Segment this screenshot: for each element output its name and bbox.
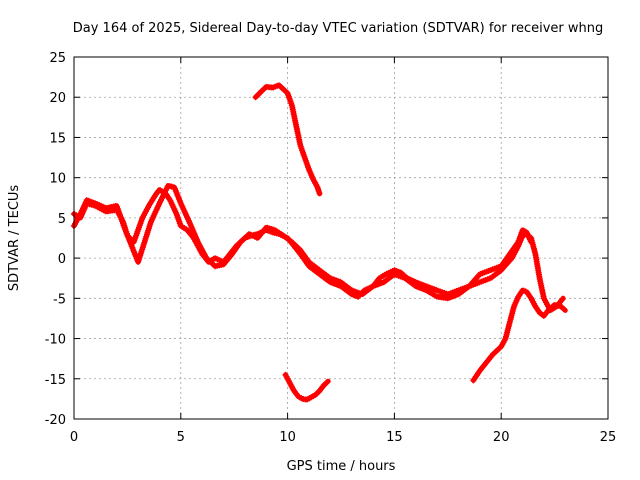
- x-tick-label: 25: [600, 430, 617, 445]
- y-tick-label: 5: [58, 212, 66, 227]
- y-tick-label: 15: [49, 131, 66, 146]
- series-markers: [282, 371, 331, 403]
- y-tick-label: 25: [49, 51, 66, 66]
- series-markers: [252, 82, 323, 197]
- y-tick-label: -20: [45, 413, 66, 428]
- series-upper-arc: [252, 82, 323, 197]
- y-tick-label: 0: [58, 252, 66, 267]
- tick-layer: 0 5 10 15 20 25 -20 -15 -10 -5 0 5 10 15 20 25: [45, 51, 617, 445]
- x-axis-label: GPS time / hours: [287, 459, 396, 474]
- series-right-rise: [470, 287, 568, 384]
- y-tick-label: 20: [49, 91, 66, 106]
- x-tick-label: 15: [386, 430, 403, 445]
- y-tick-label: -5: [53, 292, 66, 307]
- y-tick-label: -10: [45, 333, 66, 348]
- series-main-trace-echo: [71, 183, 534, 302]
- x-tick-label: 20: [493, 430, 510, 445]
- y-axis-label: SDTVAR / TECUs: [7, 185, 22, 292]
- chart-title: Day 164 of 2025, Sidereal Day-to-day VTE…: [73, 21, 604, 36]
- x-tick-label: 10: [279, 430, 296, 445]
- plot-frame: [73, 56, 609, 420]
- series-markers: [470, 287, 567, 384]
- y-tick-label: 10: [49, 172, 66, 187]
- series-layer: [71, 82, 568, 403]
- grid-layer: [74, 57, 608, 419]
- x-tick-label: 0: [70, 430, 78, 445]
- series-lower-arc: [282, 371, 331, 403]
- y-tick-label: -15: [45, 373, 66, 388]
- x-tick-label: 5: [177, 430, 185, 445]
